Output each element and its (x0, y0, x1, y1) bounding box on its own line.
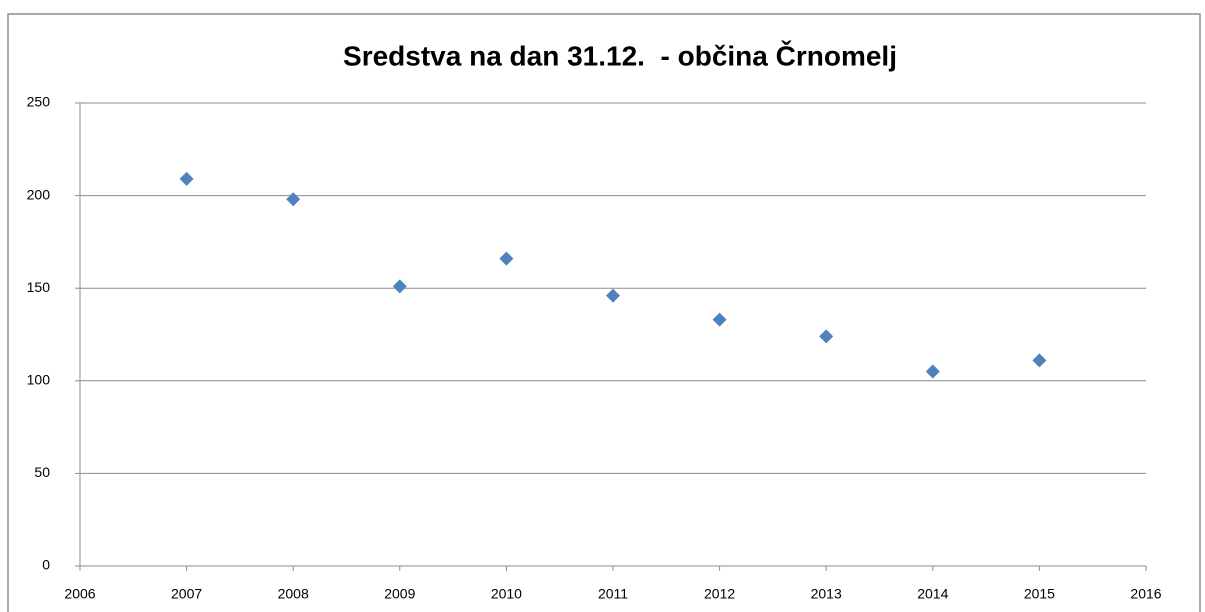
x-tick-label: 2006 (64, 586, 95, 602)
y-tick-label: 200 (27, 186, 51, 202)
x-tick-label: 2014 (917, 586, 948, 602)
x-tick-label: 2012 (704, 586, 735, 602)
point (925, 364, 940, 379)
x-tick-label: 2011 (598, 586, 628, 602)
x-tick-label: 2010 (491, 586, 522, 602)
point (179, 171, 194, 186)
x-tick-label: 2007 (171, 586, 202, 602)
x-tick-label: 2016 (1130, 586, 1161, 602)
point (286, 192, 301, 207)
y-tick-label: 50 (34, 464, 50, 480)
point (606, 288, 620, 303)
y-tick-label: 100 (27, 372, 51, 388)
chart-border (7, 13, 1201, 612)
point (499, 251, 514, 266)
point (712, 312, 727, 327)
point (392, 279, 407, 294)
x-tick-label: 2013 (811, 586, 842, 602)
y-tick-label: 0 (42, 557, 50, 573)
x-tick-label: 2015 (1024, 586, 1055, 602)
y-tick-label: 250 (27, 94, 51, 110)
point (1032, 353, 1047, 368)
x-tick-label: 2008 (278, 586, 309, 602)
x-tick-label: 2009 (384, 586, 415, 602)
point (819, 329, 834, 344)
chart-title: Sredstva na dan 31.12. - občina Črnomelj (343, 39, 897, 71)
y-tick-label: 150 (27, 279, 51, 295)
